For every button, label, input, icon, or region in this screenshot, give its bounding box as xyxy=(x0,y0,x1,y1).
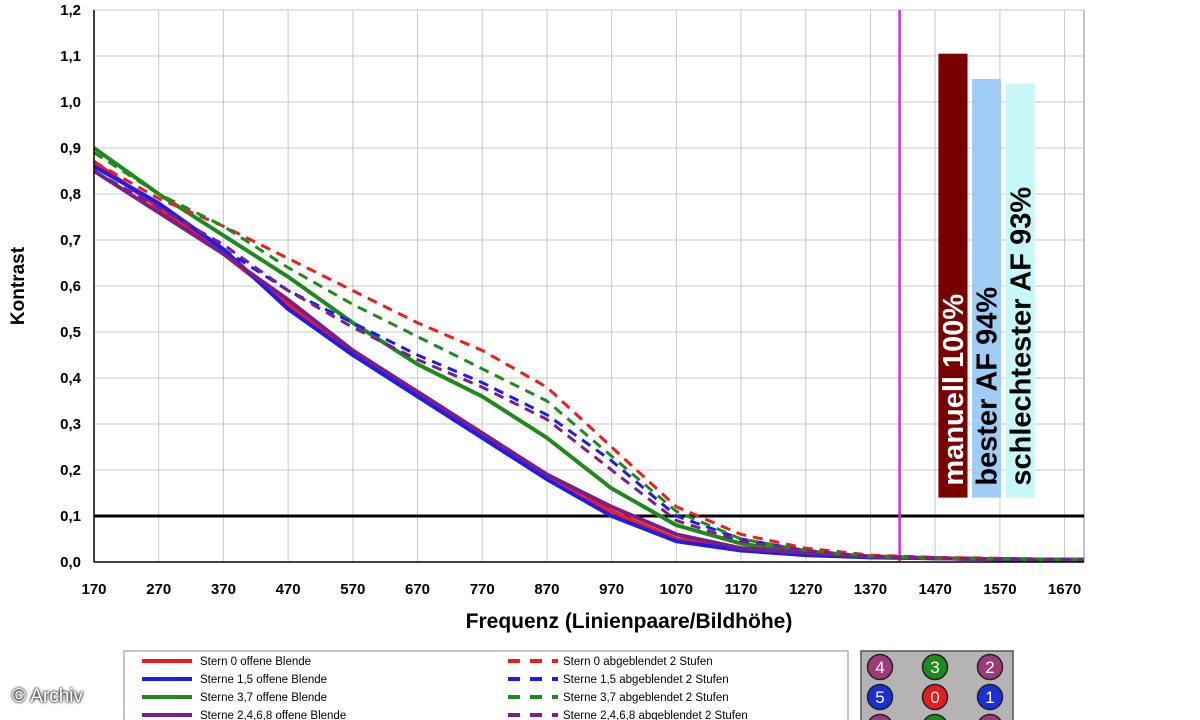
star-circle-0 xyxy=(921,683,949,711)
x-tick-label: 170 xyxy=(81,581,106,598)
star-circle-5 xyxy=(866,683,894,711)
legend-label-0: Stern 0 offene Blende xyxy=(200,656,311,668)
star-number-2: 2 xyxy=(985,658,994,677)
star-circle-partial xyxy=(923,713,947,720)
series-line-7 xyxy=(93,169,1084,562)
star-circle-4 xyxy=(866,653,894,681)
x-tick-label: 370 xyxy=(211,581,236,598)
x-tick-label: 1570 xyxy=(983,581,1016,598)
y-tick-label: 0,3 xyxy=(60,416,81,433)
y-tick-label: 1,1 xyxy=(60,48,81,65)
bar-2 xyxy=(1005,83,1035,498)
y-tick-label: 0,2 xyxy=(60,462,81,479)
bar-0 xyxy=(938,53,968,498)
star-grid: 4 3 2 5 0 1 xyxy=(860,650,1014,720)
x-tick-label: 770 xyxy=(470,581,495,598)
y-tick-label: 0,5 xyxy=(60,324,81,341)
bar-label-0: manuell 100% xyxy=(938,294,970,486)
legend-label-2: Sterne 3,7 offene Blende xyxy=(200,692,327,704)
star-circle-2 xyxy=(976,653,1004,681)
star-circle-3 xyxy=(921,653,949,681)
legend-label-7: Sterne 2,4,6,8 abgeblendet 2 Stufen xyxy=(563,710,748,720)
legend-label-6: Sterne 3,7 abgeblendet 2 Stufen xyxy=(563,692,729,704)
watermark: © Archiv xyxy=(12,686,84,707)
x-tick-label: 470 xyxy=(276,581,301,598)
y-tick-label: 0,9 xyxy=(60,140,81,157)
x-tick-label: 1070 xyxy=(660,581,693,598)
bar-group: manuell 100% bester AF 94% schlechtester A… xyxy=(938,53,1037,498)
star-number-4: 4 xyxy=(875,658,884,677)
x-tick-label: 1270 xyxy=(789,581,822,598)
bar-label-2: schlechtester AF 93% xyxy=(1005,187,1037,486)
legend-box xyxy=(123,650,849,720)
x-tick-label: 970 xyxy=(599,581,624,598)
star-circle-1 xyxy=(976,683,1004,711)
series-line-6 xyxy=(93,151,1084,562)
x-tick-label: 870 xyxy=(534,581,559,598)
y-tick-label: 0,4 xyxy=(60,370,82,387)
x-tick-label: 670 xyxy=(405,581,430,598)
x-tick-label: 1170 xyxy=(725,581,758,598)
x-tick-label: 270 xyxy=(146,581,171,598)
x-tick-label: 1470 xyxy=(918,581,951,598)
star-number-5: 5 xyxy=(875,688,884,707)
y-axis-label: Kontrast xyxy=(8,246,29,325)
star-number-1: 1 xyxy=(985,688,994,707)
x-tick-label: 570 xyxy=(340,581,365,598)
star-number-0: 0 xyxy=(930,688,939,707)
x-axis-label: Frequenz (Linienpaare/Bildhöhe) xyxy=(466,610,793,633)
y-tick-label: 0,1 xyxy=(60,508,81,525)
x-tick-label: 1670 xyxy=(1048,581,1081,598)
y-tick-label: 0,8 xyxy=(60,186,81,203)
y-tick-label: 1,0 xyxy=(60,94,81,111)
series-line-5 xyxy=(93,165,1084,562)
legend-label-1: Sterne 1,5 offene Blende xyxy=(200,674,327,686)
y-tick-label: 1,2 xyxy=(60,2,81,19)
star-circle-partial xyxy=(978,713,1002,720)
bar-label-1: bester AF 94% xyxy=(972,287,1004,486)
star-circle-partial xyxy=(868,713,892,720)
series-group xyxy=(92,146,1084,562)
bar-1 xyxy=(972,79,1002,498)
y-tick-label: 0,0 xyxy=(60,554,81,571)
x-tick-label: 1370 xyxy=(854,581,887,598)
legend: Stern 0 offene Blende Sterne 1,5 offene B… xyxy=(123,650,849,720)
legend-label-3: Sterne 2,4,6,8 offene Blende xyxy=(200,710,346,720)
legend-label-4: Stern 0 abgeblendet 2 Stufen xyxy=(563,656,713,668)
y-tick-label: 0,6 xyxy=(60,278,81,295)
y-tick-label: 0,7 xyxy=(60,232,81,249)
legend-label-5: Sterne 1,5 abgeblendet 2 Stufen xyxy=(563,674,729,686)
star-number-3: 3 xyxy=(930,658,939,677)
